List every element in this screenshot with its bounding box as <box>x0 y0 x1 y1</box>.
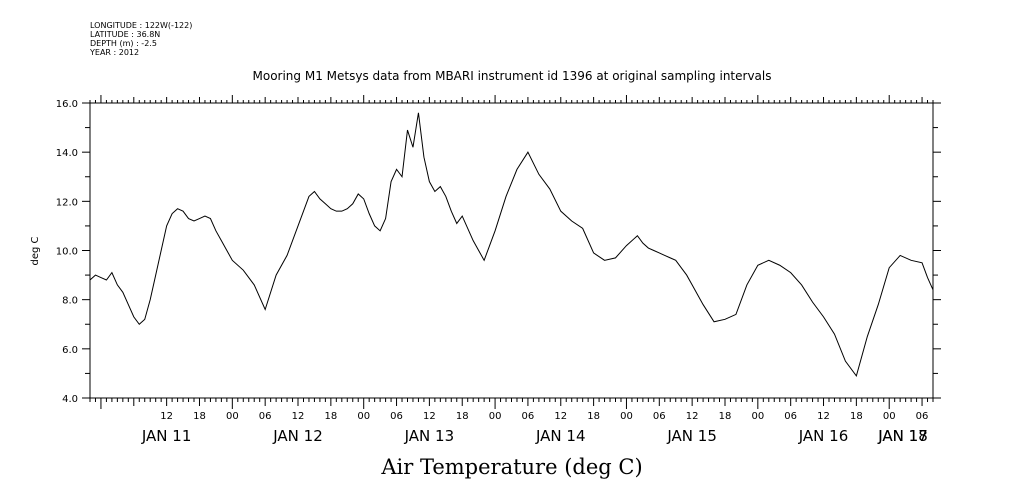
x-hour-label: 06 <box>522 411 535 422</box>
chart-title: Mooring M1 Metsys data from MBARI instru… <box>253 69 772 83</box>
x-hour-label: 12 <box>292 411 305 422</box>
longitude-text: LONGITUDE : 122W(-122) <box>90 21 193 30</box>
axis-ticks <box>82 95 941 409</box>
x-hour-label: 00 <box>489 411 502 422</box>
x-hour-label: 00 <box>620 411 633 422</box>
x-day-label: JAN 16 <box>798 427 849 445</box>
y-tick-label: 14.0 <box>56 148 78 159</box>
x-day-label: JAN 13 <box>404 427 455 445</box>
depth-text: DEPTH (m) : -2.5 <box>90 39 157 48</box>
x-hour-label: 12 <box>817 411 830 422</box>
x-hour-label: 00 <box>751 411 764 422</box>
y-tick-label: 4.0 <box>62 394 78 405</box>
x-day-label: JAN 15 <box>666 427 717 445</box>
x-hour-label: 00 <box>226 411 239 422</box>
x-hour-label: 18 <box>456 411 469 422</box>
x-hour-label: 06 <box>390 411 403 422</box>
plot-frame <box>89 102 934 399</box>
x-hour-label: 12 <box>423 411 436 422</box>
x-hour-label: 12 <box>554 411 567 422</box>
x-hour-label: 06 <box>259 411 272 422</box>
x-day-label: JAN 12 <box>272 427 323 445</box>
year-text: YEAR : 2012 <box>90 48 140 57</box>
x-day-label: JAN 18 <box>877 427 928 445</box>
air-temperature-series-line <box>89 112 934 377</box>
x-hour-label: 06 <box>916 411 929 422</box>
x-hour-label: 06 <box>784 411 797 422</box>
y-tick-label: 8.0 <box>62 296 78 307</box>
x-hour-label: 00 <box>357 411 370 422</box>
x-hour-label: 06 <box>653 411 666 422</box>
y-tick-label: 16.0 <box>56 99 78 110</box>
x-axis-title: Air Temperature (deg C) <box>380 455 642 479</box>
x-day-label: JAN 11 <box>141 427 192 445</box>
x-hour-label: 12 <box>160 411 173 422</box>
y-tick-label: 10.0 <box>56 247 78 258</box>
x-hour-label: 18 <box>587 411 600 422</box>
latitude-text: LATITUDE : 36.8N <box>90 30 161 39</box>
x-hour-label: 18 <box>324 411 337 422</box>
location-metadata: LONGITUDE : 122W(-122) LATITUDE : 36.8N … <box>90 21 192 57</box>
x-day-label: JAN 14 <box>535 427 586 445</box>
x-hour-label: 12 <box>686 411 699 422</box>
x-hour-label: 18 <box>850 411 863 422</box>
x-hour-label: 00 <box>883 411 896 422</box>
y-tick-label: 6.0 <box>62 345 78 356</box>
y-axis-label: deg C <box>30 236 41 265</box>
x-hour-label: 18 <box>719 411 732 422</box>
y-tick-label: 12.0 <box>56 197 78 208</box>
x-hour-label: 18 <box>193 411 206 422</box>
axis-labels: 4.0 6.0 8.0 10.0 12.0 14.0 16.0 12 18 00 06 12 18 00 0… <box>56 99 929 445</box>
x-day-label: JAN 17 <box>877 427 928 445</box>
